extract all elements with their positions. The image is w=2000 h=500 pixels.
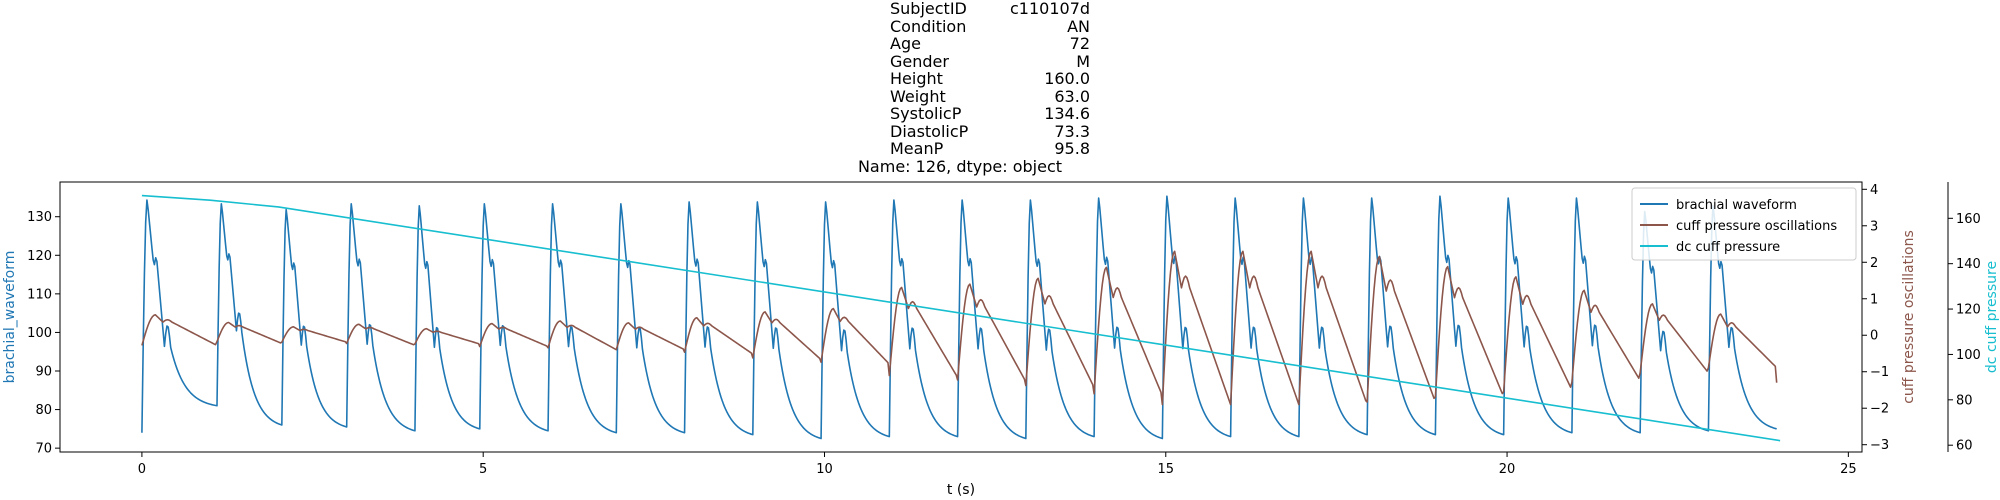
y-tick-label: 70 xyxy=(35,442,52,457)
y-tick-label: 2 xyxy=(1870,256,1878,271)
x-tick-label: 0 xyxy=(138,462,146,477)
y-tick-label: 140 xyxy=(1956,257,1981,272)
y-tick-label: −1 xyxy=(1870,365,1889,380)
x-tick-label: 10 xyxy=(816,462,833,477)
x-axis-label: t (s) xyxy=(947,482,975,498)
x-tick-label: 20 xyxy=(1499,462,1516,477)
x-tick-label: 25 xyxy=(1840,462,1857,477)
legend: brachial waveform cuff pressure oscillati… xyxy=(1631,187,1857,261)
y-tick-label: 4 xyxy=(1870,183,1878,198)
y-tick-label: 160 xyxy=(1956,212,1981,227)
title-row: SubjectID c110107d xyxy=(800,0,1120,18)
y-tick-label: 100 xyxy=(27,326,52,341)
title-value: 73.3 xyxy=(1054,121,1090,141)
y-tick-label: 120 xyxy=(27,249,52,264)
series-line-dc-cuff-pressure xyxy=(141,194,1781,442)
title-row: MeanP 95.8 xyxy=(800,140,1120,158)
title-key: Condition xyxy=(890,16,967,36)
legend-label: brachial waveform xyxy=(1676,198,1797,213)
y-axis-label-right2: dc cuff pressure xyxy=(1984,261,2000,373)
title-row: DiastolicP 73.3 xyxy=(800,121,1120,141)
y-axis-label-right1: cuff pressure oscillations xyxy=(1901,230,1917,404)
title-footer: Name: 126, dtype: object xyxy=(857,156,1063,176)
title-value: 134.6 xyxy=(1044,104,1090,123)
title-key: DiastolicP xyxy=(890,121,969,141)
plot-lines xyxy=(141,194,1781,442)
title-row: SystolicP 134.6 xyxy=(800,105,1120,123)
title-key: Weight xyxy=(890,86,946,106)
title-key: SystolicP xyxy=(890,104,962,123)
title-row: Age 72 xyxy=(800,35,1120,53)
y-tick-label: 80 xyxy=(1956,393,1973,408)
y-tick-label: 80 xyxy=(35,403,52,418)
title-value: M xyxy=(1076,51,1090,71)
series-line-cuff-pressure-oscillations xyxy=(141,250,1778,406)
title-value: 72 xyxy=(1069,34,1090,53)
legend-box xyxy=(1631,187,1857,261)
title-row: Height 160.0 xyxy=(800,70,1120,88)
title-value: 160.0 xyxy=(1044,69,1090,88)
x-tick-label: 15 xyxy=(1157,462,1174,477)
series-line-brachial-waveform xyxy=(141,195,1777,440)
title-key: Gender xyxy=(890,51,949,71)
title-row: Weight 63.0 xyxy=(800,86,1120,106)
title-key: SubjectID xyxy=(890,0,967,18)
x-tick-label: 5 xyxy=(479,462,487,477)
legend-label: dc cuff pressure xyxy=(1676,240,1780,255)
title-key: Height xyxy=(890,69,943,88)
title-value: c110107d xyxy=(1010,0,1091,18)
y-tick-label: 110 xyxy=(27,287,52,302)
title-row: Condition AN xyxy=(800,16,1120,36)
y-tick-label: 90 xyxy=(35,365,52,380)
y-tick-label: −2 xyxy=(1870,402,1889,417)
title-value: 95.8 xyxy=(1054,139,1090,158)
y-tick-label: −3 xyxy=(1870,438,1889,453)
y-axis-label-left: brachial_waveform xyxy=(2,251,18,384)
y-tick-label: 3 xyxy=(1870,219,1878,234)
title-value: 63.0 xyxy=(1054,86,1090,106)
title-row: Gender M xyxy=(800,51,1120,71)
y-tick-label: 100 xyxy=(1956,348,1981,363)
title-key: Age xyxy=(890,34,921,53)
title-value: AN xyxy=(1067,16,1090,36)
legend-label: cuff pressure oscillations xyxy=(1676,219,1837,234)
chart-title: SubjectID c110107d Condition AN Age 72 Gender M… xyxy=(800,0,1120,175)
axes-ticks: 0 5 10 15 20 25t (s)708090100110120130brachia… xyxy=(2,182,2000,498)
plot-frame xyxy=(59,181,1863,453)
y-tick-label: 120 xyxy=(1956,303,1981,318)
y-tick-label: 1 xyxy=(1870,292,1878,307)
y-tick-label: 60 xyxy=(1956,439,1973,454)
title-key: MeanP xyxy=(890,139,944,158)
y-tick-label: 130 xyxy=(27,210,52,225)
y-tick-label: 0 xyxy=(1870,329,1878,344)
